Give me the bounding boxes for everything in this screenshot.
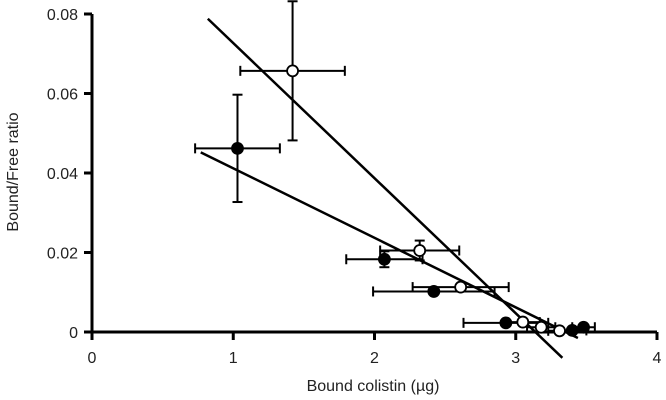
x-axis-title: Bound colistin (µg) <box>307 378 440 395</box>
y-tick-label: 0.04 <box>47 166 78 183</box>
x-tick-label: 0 <box>88 350 97 367</box>
axes: 0 1 2 3 4 0 0.02 0.04 0.06 0.08 <box>47 7 662 367</box>
data-points <box>231 64 590 338</box>
data-point-filled <box>499 316 513 330</box>
y-tick-label: 0.06 <box>47 87 78 104</box>
y-axis-title: Bound/Free ratio <box>5 112 22 231</box>
data-point-open <box>286 64 299 78</box>
data-point-open <box>516 315 530 329</box>
data-point-filled <box>231 141 244 155</box>
data-point-open <box>553 324 566 338</box>
fit-line-series-1 <box>200 151 579 340</box>
x-tick-label: 3 <box>511 350 520 367</box>
x-tick-label: 4 <box>653 350 662 367</box>
data-point-open <box>454 280 468 294</box>
x-tick-label: 2 <box>370 350 379 367</box>
fit-line-series-2 <box>206 17 564 359</box>
data-point-open <box>413 244 427 257</box>
x-tick-label: 1 <box>229 350 238 367</box>
data-point-filled <box>565 324 579 337</box>
data-point-open <box>534 320 548 334</box>
fit-lines <box>200 17 579 359</box>
data-point-filled <box>377 252 391 266</box>
data-point-filled <box>427 285 441 298</box>
y-tick-label: 0.02 <box>47 246 78 263</box>
data-point-filled <box>577 320 590 334</box>
y-tick-label: 0.08 <box>47 7 78 24</box>
y-tick-label: 0 <box>69 325 78 342</box>
error-bars <box>194 0 596 336</box>
